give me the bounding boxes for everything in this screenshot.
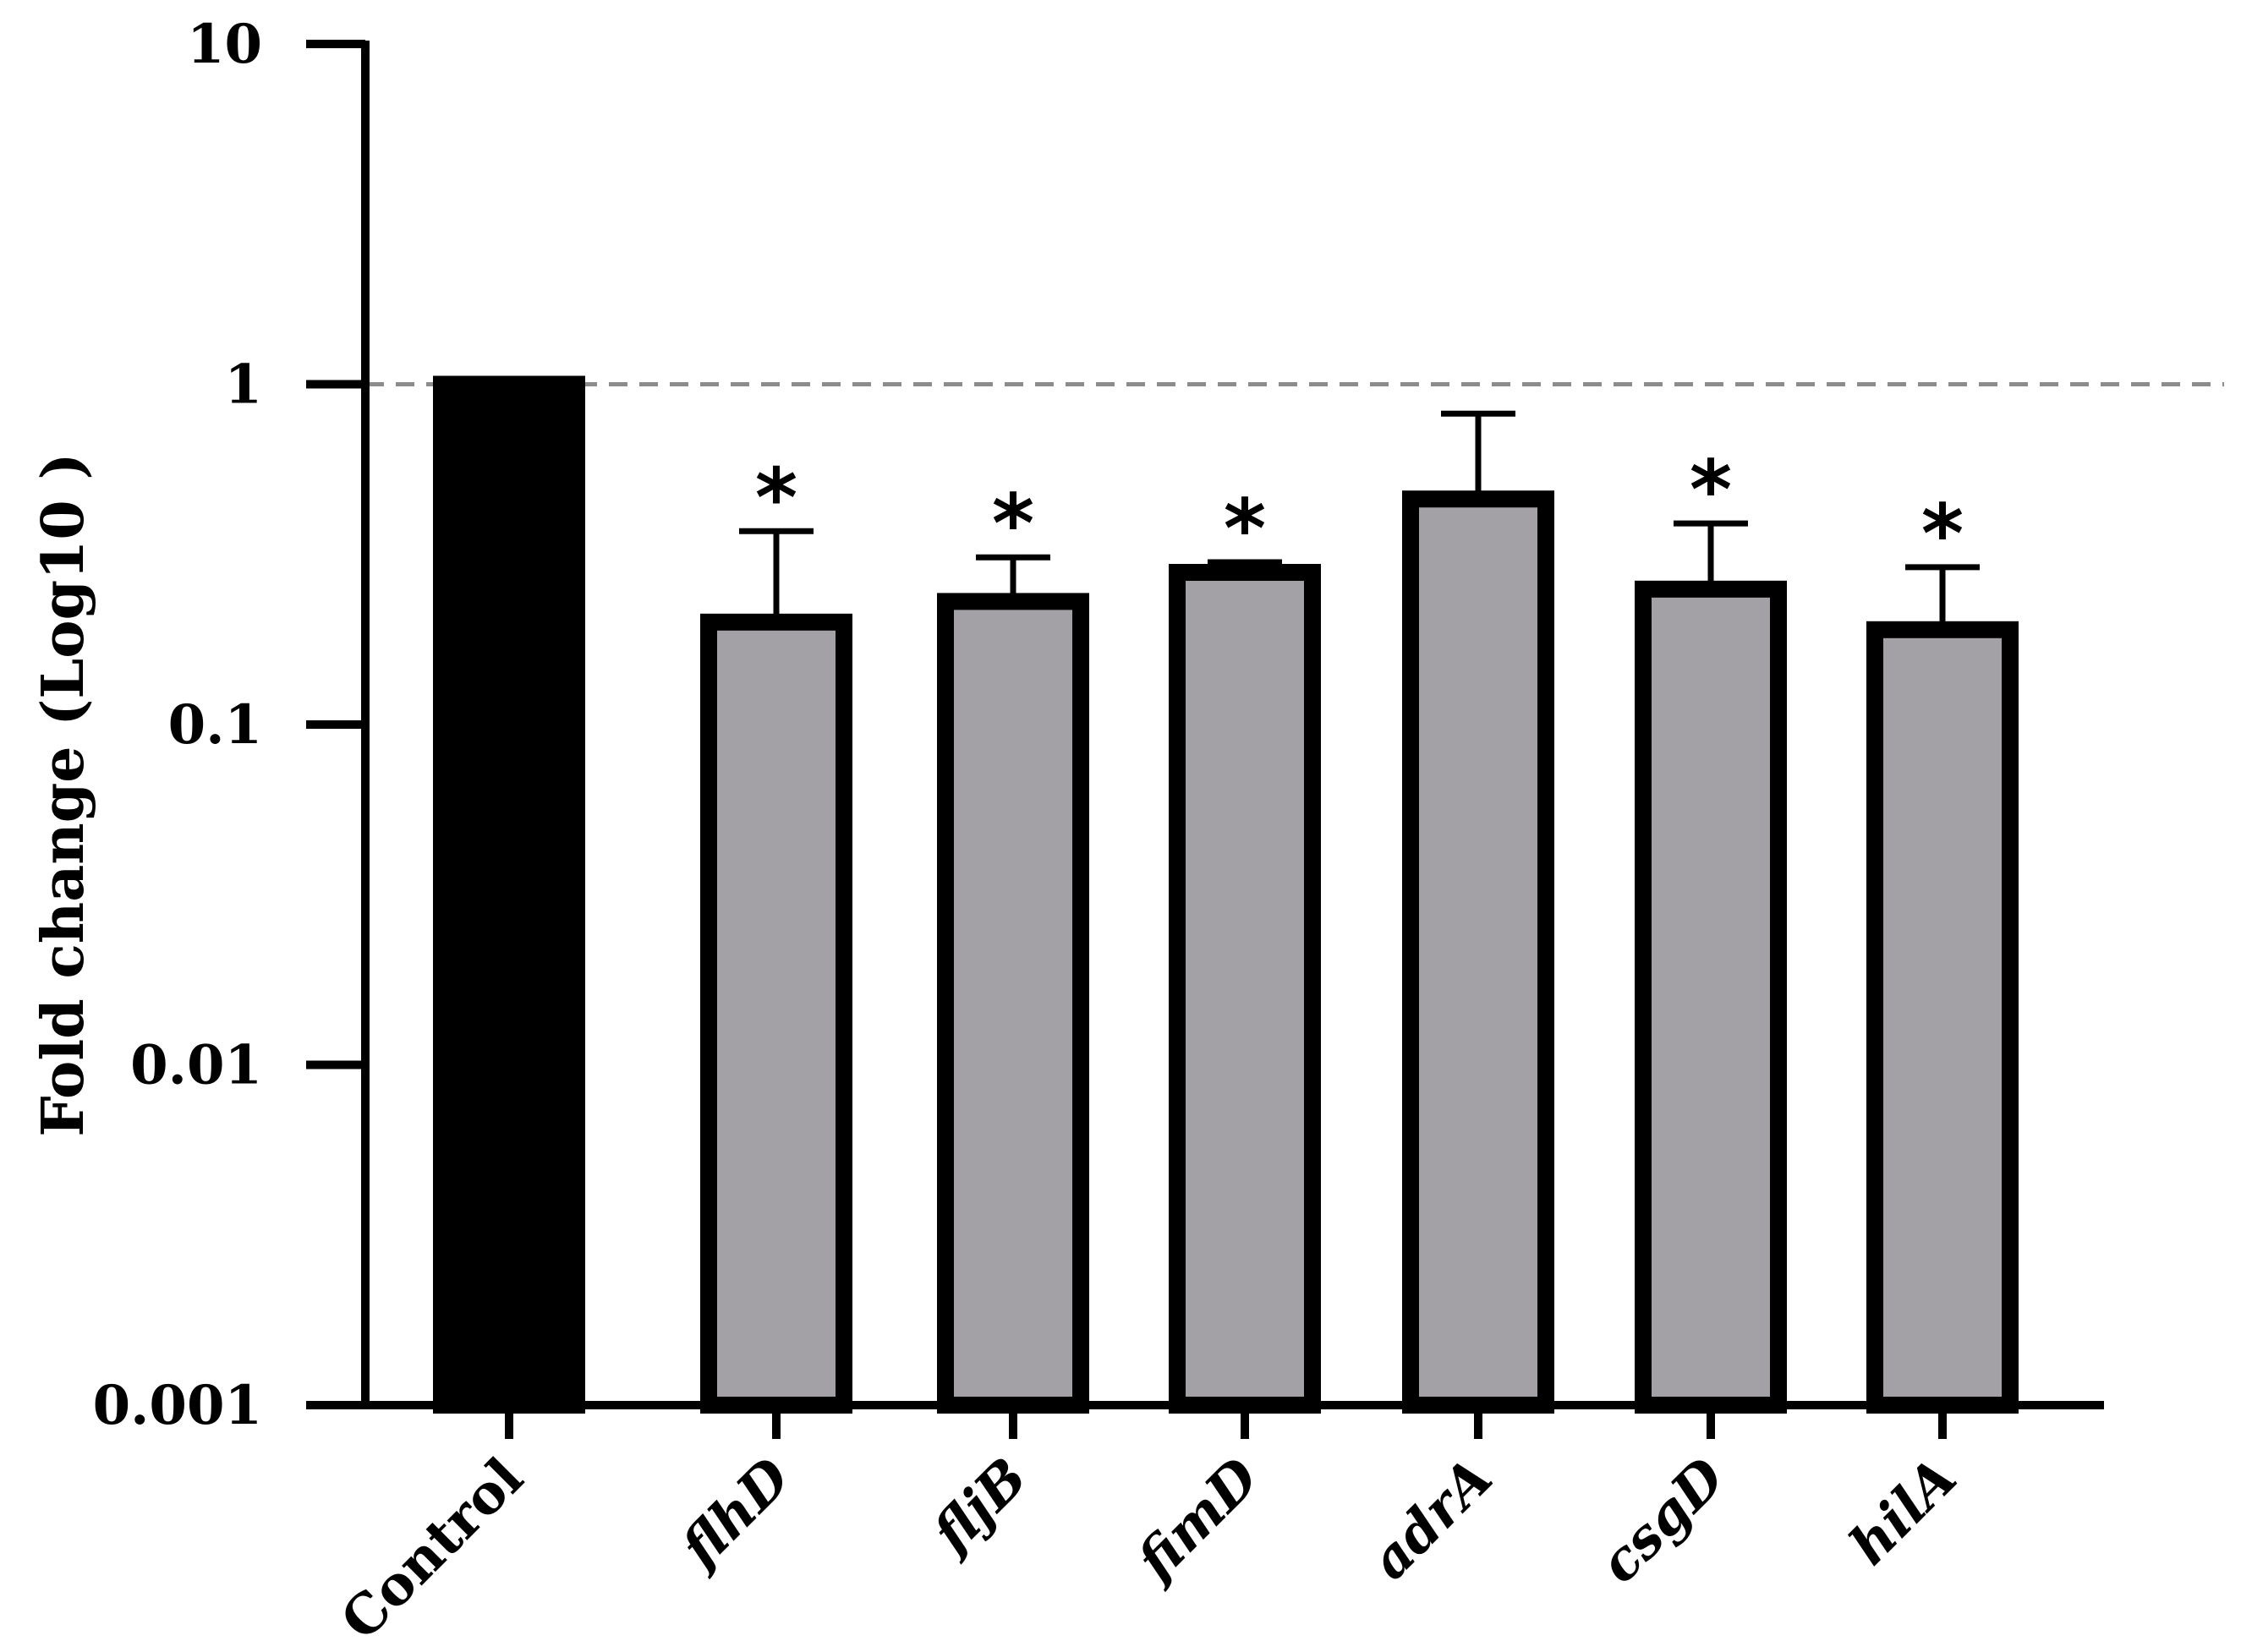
x-tick-label-flhd: flhD bbox=[666, 1446, 803, 1582]
bar-flhd bbox=[700, 613, 852, 1414]
x-tick-label-hila: hilA bbox=[1838, 1446, 1969, 1577]
significance-star-csgd: * bbox=[1690, 443, 1732, 538]
significance-star-fljb: * bbox=[992, 477, 1034, 572]
x-tick-label-fimd: fimD bbox=[1122, 1446, 1271, 1595]
significance-star-hila: * bbox=[1921, 487, 1964, 582]
significance-star-fimd: * bbox=[1224, 482, 1266, 577]
y-tick-label: 0.01 bbox=[130, 1034, 262, 1097]
y-tick-label: 0.001 bbox=[93, 1374, 262, 1437]
significance-star-flhd: * bbox=[755, 451, 797, 545]
x-tick-label-adra: adrA bbox=[1358, 1446, 1504, 1592]
y-tick-label: 1 bbox=[224, 353, 262, 417]
error-bars-layer bbox=[739, 410, 1980, 630]
bar-adra bbox=[1402, 490, 1554, 1414]
bar-control bbox=[433, 375, 585, 1414]
y-tick-label: 0.1 bbox=[168, 693, 262, 757]
bar-fljb bbox=[937, 593, 1089, 1414]
x-tick-label-csgd: csgD bbox=[1587, 1446, 1737, 1595]
axes-layer bbox=[306, 40, 2104, 1439]
bar-hila bbox=[1866, 621, 2019, 1414]
bar-fimd bbox=[1169, 564, 1321, 1414]
y-axis-label: Fold change (Log10 ) bbox=[30, 452, 97, 1136]
x-tick-label-fljb: fljB bbox=[918, 1446, 1039, 1567]
x-tick-label-control: Control bbox=[329, 1446, 535, 1652]
y-tick-label: 10 bbox=[187, 13, 262, 76]
bar-csgd bbox=[1635, 580, 1787, 1414]
